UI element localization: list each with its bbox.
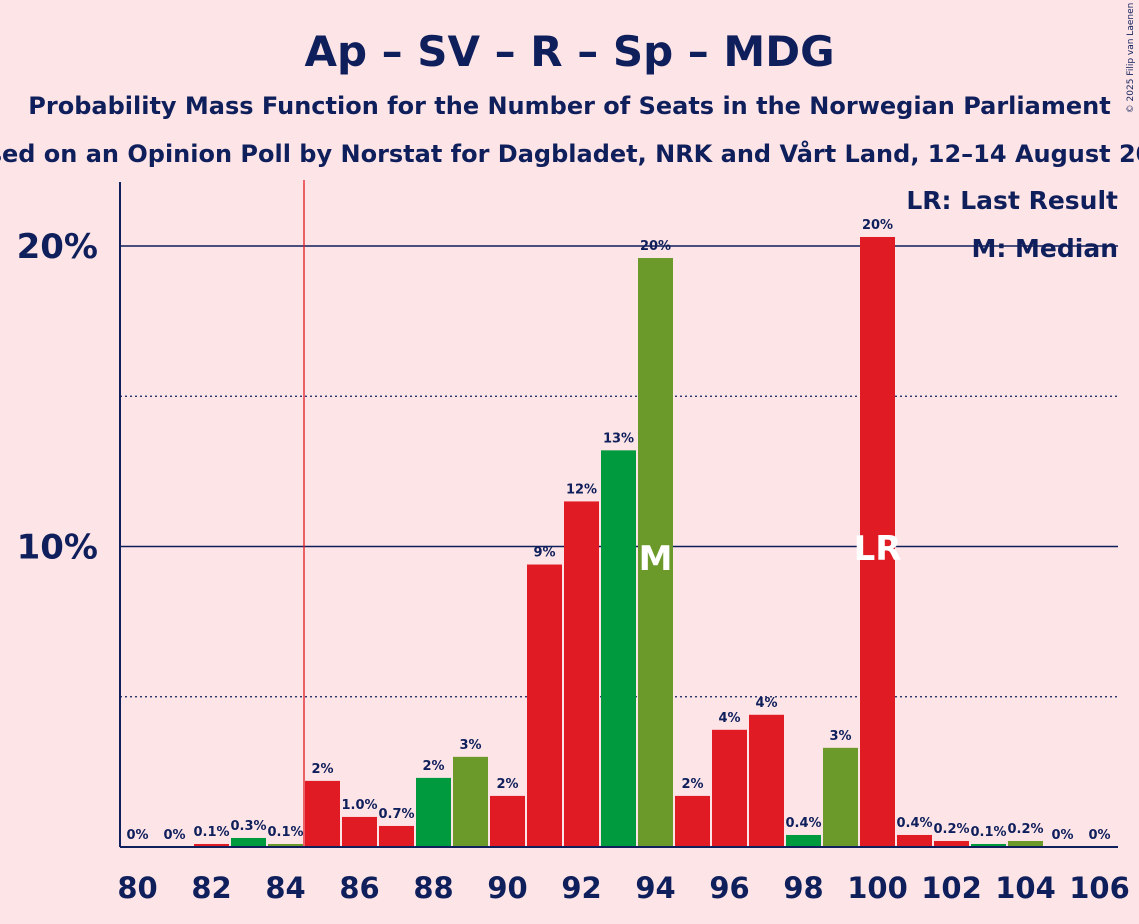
bar-seat-89 (453, 756, 488, 847)
bar-label-seat-97: 4% (755, 696, 777, 711)
bar-seat-100 (860, 236, 895, 848)
bar-label-seat-85: 2% (311, 762, 333, 777)
chart-title: Ap – SV – R – Sp – MDG (304, 27, 834, 76)
bar-label-seat-100: 20% (862, 218, 893, 233)
bar-label-seat-84: 0.1% (267, 825, 303, 840)
bar-label-seat-90: 2% (496, 777, 518, 792)
bar-seat-87 (379, 825, 414, 847)
x-tick-102: 102 (921, 871, 982, 905)
chart-source: Based on an Opinion Poll by Norstat for … (0, 139, 1139, 168)
y-tick-10: 10% (17, 528, 98, 568)
bar-label-seat-89: 3% (459, 738, 481, 753)
bar-seat-97 (749, 714, 784, 847)
bar-seat-104 (1008, 840, 1043, 847)
x-tick-96: 96 (709, 871, 749, 905)
bar-label-seat-103: 0.1% (970, 825, 1006, 840)
last-result-marker: LR (854, 529, 902, 569)
bar-label-seat-83: 0.3% (230, 819, 266, 834)
bar-seat-103 (971, 843, 1006, 847)
chart-subtitle: Probability Mass Function for the Number… (28, 92, 1110, 120)
y-tick-20: 20% (17, 227, 98, 267)
markers: M LR (303, 180, 902, 847)
bar-seat-92 (564, 501, 599, 847)
bar-seat-82 (194, 843, 229, 847)
x-tick-84: 84 (265, 871, 305, 905)
bar-label-seat-105: 0% (1051, 828, 1073, 843)
bar-label-seat-96: 4% (718, 711, 740, 726)
x-tick-86: 86 (339, 871, 379, 905)
bar-seat-85 (305, 780, 340, 847)
bar-label-seat-99: 3% (829, 729, 851, 744)
bar-label-seat-82: 0.1% (193, 825, 229, 840)
bar-seat-98 (786, 834, 821, 847)
bar-seat-84 (268, 843, 303, 847)
bar-label-seat-88: 2% (422, 759, 444, 774)
x-tick-106: 106 (1069, 871, 1130, 905)
bar-seat-96 (712, 729, 747, 847)
bar-label-seat-87: 0.7% (378, 807, 414, 822)
bar-label-seat-93: 13% (603, 431, 634, 446)
y-tick-labels: 10% 20% (17, 227, 98, 568)
bar-label-seat-86: 1.0% (341, 798, 377, 813)
x-tick-98: 98 (783, 871, 823, 905)
bar-labels: 0% 0% 0.1% 0.3% 0.1%2%1.0%0.7%2%3%2%9%12%13%… (126, 218, 1110, 843)
bar-label-seat-92: 12% (566, 482, 597, 497)
x-tick-94: 94 (635, 871, 675, 905)
bar-label-seat-94: 20% (640, 239, 671, 254)
x-tick-80: 80 (117, 871, 157, 905)
bar-seat-94 (638, 258, 673, 847)
bar-seat-83 (231, 837, 266, 847)
bar-seat-88 (416, 777, 451, 847)
bar-label-seat-80: 0% (126, 828, 148, 843)
bar-label-seat-91: 9% (533, 546, 555, 561)
median-marker: M (639, 539, 673, 579)
bar-label-seat-95: 2% (681, 777, 703, 792)
bars (194, 236, 1043, 848)
bar-seat-90 (490, 795, 525, 847)
bar-seat-99 (823, 747, 858, 847)
axes (119, 182, 1118, 848)
bar-seat-93 (601, 450, 636, 847)
legend-last-result: LR: Last Result (906, 186, 1118, 215)
x-tick-88: 88 (413, 871, 453, 905)
bar-label-seat-101: 0.4% (896, 816, 932, 831)
x-tick-82: 82 (191, 871, 231, 905)
x-tick-90: 90 (487, 871, 527, 905)
bar-label-seat-98: 0.4% (785, 816, 821, 831)
x-tick-92: 92 (561, 871, 601, 905)
bar-seat-101 (897, 834, 932, 847)
copyright-text: © 2025 Filip van Laenen (1126, 3, 1136, 114)
bar-label-seat-104: 0.2% (1007, 822, 1043, 837)
bar-seat-95 (675, 795, 710, 847)
bar-label-seat-102: 0.2% (933, 822, 969, 837)
bar-seat-86 (342, 816, 377, 847)
x-tick-104: 104 (995, 871, 1056, 905)
bar-label-seat-106: 0% (1088, 828, 1110, 843)
bar-label-seat-81: 0% (163, 828, 185, 843)
x-tick-100: 100 (847, 871, 908, 905)
legend-median: M: Median (971, 234, 1118, 263)
x-tick-labels: 80 82 84 86 88 90 92 94 96 98 100 102 104 106 (117, 871, 1129, 905)
bar-seat-91 (527, 564, 562, 847)
bar-seat-102 (934, 840, 969, 847)
